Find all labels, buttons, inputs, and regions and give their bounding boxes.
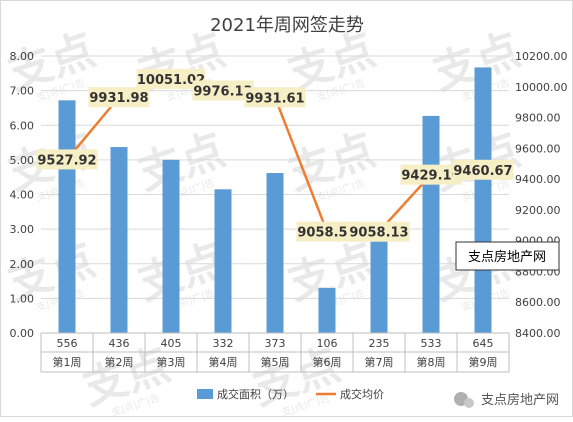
legend-label-bar: 成交面积（万）: [217, 387, 294, 401]
left-axis-tick-label: 1.00: [10, 292, 35, 305]
data-label: 9931.98: [89, 91, 148, 106]
data-label: 9058.55: [297, 226, 356, 241]
data-label-bg: [192, 80, 254, 101]
bar: [318, 287, 336, 333]
bar: [266, 173, 284, 333]
data-label: 9976.13: [193, 84, 252, 99]
brand-box: 支点房地产网: [455, 241, 560, 271]
data-label: 9460.67: [453, 164, 512, 179]
left-axis-tick-label: 7.00: [10, 85, 35, 98]
category-label: 第5周: [261, 355, 290, 369]
bar: [110, 147, 128, 333]
data-label: 9931.61: [245, 91, 304, 106]
axis-layer: 0.00 1.00 2.00 3.00 4.00 5.00 6.00 7.00 8.00 8400…: [10, 50, 568, 340]
data-label: 9527.92: [37, 153, 96, 168]
bar: [370, 238, 388, 333]
bar: [162, 159, 180, 333]
bar: [214, 189, 232, 333]
left-axis-tick-label: 0.00: [10, 327, 35, 340]
data-label: 9429.10: [401, 169, 460, 184]
right-axis-tick-label: 9400.00: [515, 173, 561, 186]
table-value: 106: [317, 337, 338, 350]
left-axis-tick-label: 8.00: [10, 50, 35, 63]
data-label-bg: [36, 149, 98, 170]
data-label-bg: [136, 68, 206, 89]
right-axis-tick-label: 9600.00: [515, 142, 561, 155]
data-label-bg: [244, 87, 306, 108]
category-label: 第6周: [313, 355, 342, 369]
right-axis-tick-label: 8400.00: [515, 327, 561, 340]
table-value: 556: [57, 337, 78, 350]
table-value: 332: [213, 337, 234, 350]
table-value: 405: [161, 337, 182, 350]
footer-brand: 支点房地产网: [454, 392, 559, 408]
table-value: 235: [369, 337, 390, 350]
footer-brand-label: 支点房地产网: [481, 392, 559, 408]
wechat-icon-small: [464, 398, 474, 408]
left-axis-tick-label: 5.00: [10, 154, 35, 167]
category-label: 第7周: [365, 355, 394, 369]
right-axis-tick-label: 9800.00: [515, 112, 561, 125]
chart-title: 2021年周网签走势: [210, 15, 364, 36]
data-label: 10051.02: [137, 73, 205, 88]
data-table: 556 436 405 332 373 106 235 533 645 第1周 第2周 第3周 第4周 第…: [40, 332, 510, 373]
category-label: 第4周: [209, 355, 238, 369]
category-label: 第3周: [157, 355, 186, 369]
category-label: 第2周: [105, 355, 134, 369]
data-label-bg: [452, 159, 514, 180]
data-label-bg: [88, 87, 150, 108]
right-axis-tick-label: 9200.00: [515, 204, 561, 217]
table-value: 645: [473, 337, 494, 350]
data-label-bg: [296, 221, 358, 242]
data-label-bg: [400, 164, 462, 185]
left-axis-tick-label: 3.00: [10, 223, 35, 236]
table-value: 533: [421, 337, 442, 350]
table-value: 436: [109, 337, 130, 350]
data-label: 9058.13: [349, 226, 408, 241]
legend-swatch-bar: [197, 389, 213, 399]
left-axis-tick-label: 6.00: [10, 119, 35, 132]
bar: [58, 100, 76, 333]
category-label: 第9周: [469, 355, 498, 369]
right-axis-tick-label: 10000.00: [515, 81, 568, 94]
bar: [422, 115, 440, 334]
data-label-bg: [348, 221, 410, 242]
table-value: 373: [265, 337, 286, 350]
bar: [474, 67, 492, 334]
left-axis-tick-label: 2.00: [10, 258, 35, 271]
right-axis-tick-label: 8600.00: [515, 296, 561, 309]
brand-label: 支点房地产网: [468, 249, 546, 265]
right-axis-tick-label: 10200.00: [515, 50, 568, 63]
legend-label-line: 成交均价: [340, 387, 384, 401]
category-label: 第8周: [417, 355, 446, 369]
legend: 成交面积（万） 成交均价: [197, 387, 384, 401]
category-label: 第1周: [53, 355, 82, 369]
left-axis-tick-label: 4.00: [10, 189, 35, 202]
